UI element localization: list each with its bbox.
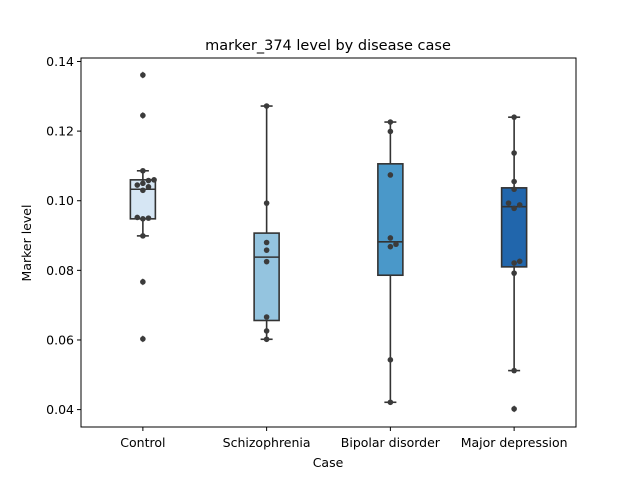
chart-title: marker_374 level by disease case	[205, 38, 451, 54]
box-iqr	[253, 232, 280, 322]
data-point	[140, 216, 146, 222]
y-tick-label: 0.12	[46, 124, 74, 139]
data-point	[140, 336, 146, 342]
data-point	[134, 182, 141, 188]
data-point	[263, 258, 270, 265]
box-iqr	[377, 163, 404, 277]
data-point	[263, 103, 270, 109]
box-group-major-depression	[500, 116, 528, 413]
y-tick-label: 0.14	[46, 54, 74, 69]
data-point	[145, 177, 152, 184]
box-iqr	[500, 187, 528, 268]
data-point	[140, 72, 146, 78]
data-point	[263, 247, 270, 253]
data-point	[263, 239, 270, 246]
data-point	[140, 187, 146, 194]
data-point	[140, 167, 146, 174]
data-point	[511, 178, 517, 185]
y-axis-label: Marker level	[19, 205, 34, 282]
data-point	[516, 202, 523, 208]
data-point	[387, 399, 394, 406]
plot-frame	[80, 57, 577, 428]
data-point	[140, 279, 146, 285]
data-point	[387, 172, 394, 178]
data-point	[145, 215, 152, 221]
data-point	[511, 114, 517, 120]
plot-area	[129, 71, 528, 413]
data-point	[387, 357, 394, 363]
data-point	[511, 150, 517, 156]
data-point	[140, 233, 146, 239]
y-tick-label: 0.10	[46, 193, 74, 208]
x-tick-label: Major depression	[461, 435, 568, 450]
box-group-schizophrenia	[253, 105, 280, 341]
data-point	[505, 200, 512, 206]
data-point	[387, 243, 394, 250]
x-axis-label: Case	[313, 455, 344, 470]
data-point	[511, 205, 517, 212]
data-point	[393, 241, 399, 248]
data-point	[387, 235, 394, 241]
x-tick-label: Control	[120, 435, 165, 450]
y-tick-label: 0.08	[46, 263, 74, 278]
box-group-control	[129, 71, 157, 343]
data-point	[263, 336, 270, 343]
data-point	[263, 200, 270, 206]
y-tick-label: 0.06	[46, 332, 74, 347]
data-point	[134, 214, 141, 221]
data-point	[511, 260, 517, 266]
data-point	[140, 180, 146, 187]
data-point	[511, 406, 517, 412]
data-point	[145, 184, 152, 190]
y-tick-label: 0.04	[46, 402, 74, 417]
data-point	[511, 270, 517, 276]
box-group-bipolar-disorder	[377, 121, 404, 404]
data-point	[511, 367, 517, 374]
x-tick-label: Schizophrenia	[223, 435, 311, 450]
data-point	[511, 186, 517, 193]
data-point	[263, 314, 270, 320]
data-point	[140, 112, 146, 119]
x-tick-label: Bipolar disorder	[341, 435, 441, 450]
data-point	[387, 119, 394, 125]
data-point	[387, 128, 394, 135]
data-point	[263, 328, 270, 334]
data-point	[516, 258, 523, 265]
data-point	[151, 177, 157, 183]
